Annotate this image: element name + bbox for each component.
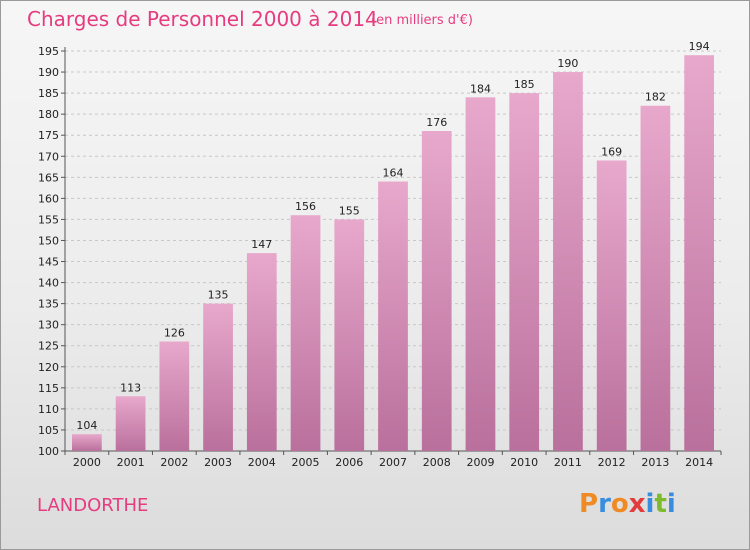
logo-letter: t — [654, 489, 667, 519]
logo-letter: i — [666, 489, 676, 519]
y-tick-label: 125 — [38, 340, 59, 353]
bar-2006 — [334, 219, 365, 451]
logo-letter: x — [628, 489, 646, 519]
data-label: 190 — [557, 57, 578, 70]
y-tick-label: 130 — [38, 319, 59, 332]
x-tick-label: 2009 — [466, 456, 494, 469]
x-tick-label: 2014 — [685, 456, 713, 469]
proxiti-logo: Proxiti — [579, 489, 676, 519]
bar-2007 — [378, 181, 408, 452]
data-label: 169 — [601, 145, 622, 158]
bars — [71, 55, 715, 452]
y-tick-label: 175 — [38, 129, 59, 142]
x-tick-label: 2005 — [292, 456, 320, 469]
x-tick-label: 2013 — [641, 456, 669, 469]
data-label: 104 — [76, 419, 97, 432]
x-tick-label: 2012 — [598, 456, 626, 469]
y-tick-label: 120 — [38, 361, 59, 374]
y-tick-label: 135 — [38, 298, 59, 311]
x-tick-label: 2008 — [423, 456, 451, 469]
chart-title: Charges de Personnel 2000 à 2014 — [27, 7, 378, 31]
bar-2000 — [71, 434, 102, 451]
y-tick-label: 145 — [38, 256, 59, 269]
logo-letter: i — [645, 489, 655, 519]
x-tick-label: 2006 — [335, 456, 363, 469]
x-tick-label: 2001 — [117, 456, 145, 469]
y-tick-label: 170 — [38, 150, 59, 163]
data-label: 182 — [645, 91, 666, 104]
data-label: 184 — [470, 82, 491, 95]
bar-2009 — [465, 97, 496, 451]
data-label: 113 — [120, 381, 141, 394]
bar-2014 — [684, 55, 715, 452]
data-label: 156 — [295, 200, 316, 213]
data-label: 176 — [426, 116, 447, 129]
y-tick-label: 180 — [38, 108, 59, 121]
bar-2001 — [115, 396, 146, 451]
bar-2002 — [159, 341, 190, 451]
data-label: 164 — [383, 167, 404, 180]
bar-2012 — [596, 160, 627, 451]
data-label: 135 — [208, 289, 229, 302]
y-tick-label: 190 — [38, 66, 59, 79]
x-tick-label: 2000 — [73, 456, 101, 469]
x-tick-label: 2007 — [379, 456, 407, 469]
y-tick-label: 195 — [38, 45, 59, 58]
labels: 100 105 110 115 120 125 130 135 140 145 150 155 160 1… — [38, 40, 713, 469]
chart-subtitle: (en milliers d'€) — [371, 13, 473, 28]
x-tick-label: 2011 — [554, 456, 582, 469]
y-tick-label: 105 — [38, 424, 59, 437]
y-tick-label: 155 — [38, 213, 59, 226]
y-tick-label: 110 — [38, 403, 59, 416]
y-tick-label: 160 — [38, 192, 59, 205]
data-label: 126 — [164, 327, 185, 340]
commune-name: LANDORTHE — [37, 495, 149, 516]
data-label: 185 — [514, 78, 535, 91]
y-tick-label: 100 — [38, 445, 59, 458]
bar-2008 — [421, 131, 452, 451]
logo-letter: o — [610, 489, 629, 519]
bar-2011 — [553, 72, 583, 451]
logo-letter: r — [598, 489, 611, 519]
bar-2010 — [509, 93, 540, 452]
y-tick-label: 185 — [38, 87, 59, 100]
y-tick-label: 115 — [38, 382, 59, 395]
data-label: 194 — [689, 40, 710, 53]
bar-2005 — [290, 215, 321, 451]
y-tick-label: 165 — [38, 171, 59, 184]
x-tick-label: 2010 — [510, 456, 538, 469]
y-tick-label: 150 — [38, 234, 59, 247]
data-label: 155 — [339, 204, 360, 217]
x-tick-label: 2002 — [160, 456, 188, 469]
bar-2013 — [640, 105, 671, 451]
logo-letter: P — [579, 489, 599, 519]
x-tick-label: 2004 — [248, 456, 276, 469]
bar-2004 — [246, 253, 277, 451]
y-tick-label: 140 — [38, 277, 59, 290]
data-label: 147 — [251, 238, 272, 251]
bar-2003 — [203, 303, 233, 451]
x-tick-label: 2003 — [204, 456, 232, 469]
